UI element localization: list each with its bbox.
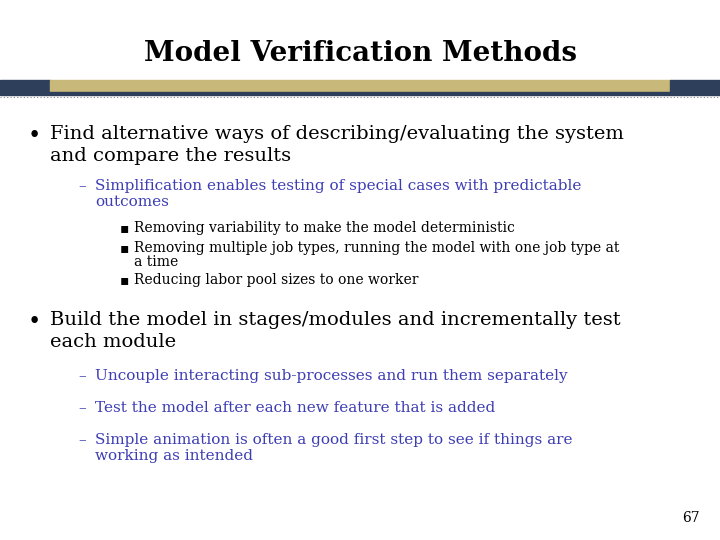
Text: Find alternative ways of describing/evaluating the system: Find alternative ways of describing/eval… xyxy=(50,125,624,143)
Bar xyxy=(0,80,50,92)
Text: and compare the results: and compare the results xyxy=(50,147,291,165)
Text: Reducing labor pool sizes to one worker: Reducing labor pool sizes to one worker xyxy=(134,273,418,287)
Text: ▪: ▪ xyxy=(120,221,130,235)
Text: –: – xyxy=(78,369,86,383)
Text: Build the model in stages/modules and incrementally test: Build the model in stages/modules and in… xyxy=(50,311,621,329)
Text: 67: 67 xyxy=(683,511,700,525)
Text: a time: a time xyxy=(134,255,179,269)
Text: Simple animation is often a good first step to see if things are: Simple animation is often a good first s… xyxy=(95,433,572,447)
Text: Removing multiple job types, running the model with one job type at: Removing multiple job types, running the… xyxy=(134,241,619,255)
Text: •: • xyxy=(28,125,41,147)
Text: ▪: ▪ xyxy=(120,273,130,287)
Text: Simplification enables testing of special cases with predictable: Simplification enables testing of specia… xyxy=(95,179,581,193)
Text: Removing variability to make the model deterministic: Removing variability to make the model d… xyxy=(134,221,515,235)
Text: each module: each module xyxy=(50,333,176,351)
Text: •: • xyxy=(28,311,41,333)
Text: ▪: ▪ xyxy=(120,241,130,255)
Text: –: – xyxy=(78,433,86,447)
Bar xyxy=(50,80,670,92)
Bar xyxy=(670,80,720,92)
Text: Test the model after each new feature that is added: Test the model after each new feature th… xyxy=(95,401,495,415)
Text: Uncouple interacting sub-processes and run them separately: Uncouple interacting sub-processes and r… xyxy=(95,369,567,383)
Text: Model Verification Methods: Model Verification Methods xyxy=(143,40,577,67)
Text: –: – xyxy=(78,179,86,193)
Text: outcomes: outcomes xyxy=(95,195,169,209)
Text: working as intended: working as intended xyxy=(95,449,253,463)
Text: –: – xyxy=(78,401,86,415)
Bar xyxy=(0,92,720,95)
